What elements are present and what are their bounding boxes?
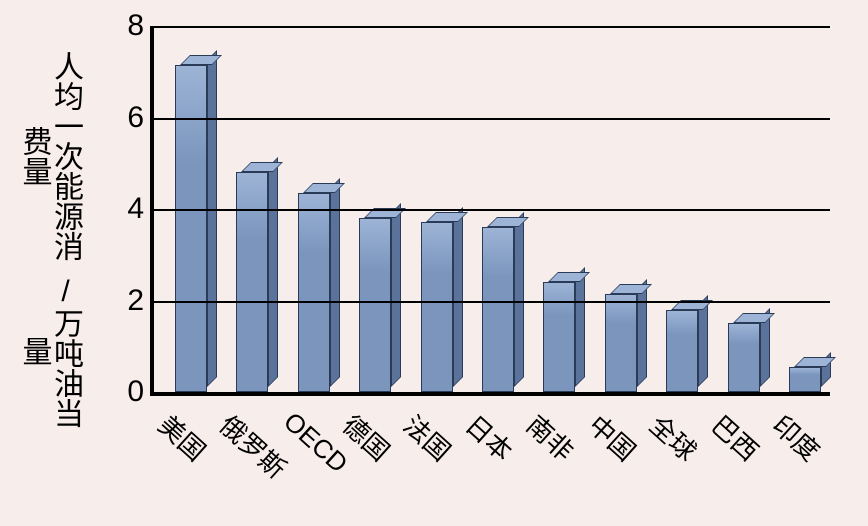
bar-front bbox=[421, 222, 453, 392]
y-tick-label: 0 bbox=[127, 375, 144, 409]
bar bbox=[359, 218, 391, 392]
bar-side bbox=[268, 157, 278, 387]
gridline bbox=[154, 209, 830, 211]
x-tick-label: 南非 bbox=[520, 406, 583, 468]
bar-front bbox=[789, 367, 821, 392]
y-tick-label: 4 bbox=[127, 192, 144, 226]
bar-front bbox=[175, 65, 207, 392]
x-tick-label: 中国 bbox=[581, 406, 644, 468]
bar-side bbox=[575, 267, 585, 387]
bar-front bbox=[298, 193, 330, 392]
bar-front bbox=[236, 172, 268, 392]
x-tick-label: OECD bbox=[278, 406, 355, 479]
bar bbox=[236, 172, 268, 392]
x-tick-label: 法国 bbox=[397, 406, 460, 468]
x-tick-label: 巴西 bbox=[704, 406, 767, 468]
y-axis-label-line2: /万吨油当量 bbox=[18, 272, 81, 430]
x-tick-label: 美国 bbox=[151, 406, 214, 468]
bar bbox=[421, 222, 453, 392]
x-axis-labels: 美国俄罗斯OECD德国法国日本南非中国全球巴西印度 bbox=[150, 400, 830, 520]
bar bbox=[605, 294, 637, 392]
y-tick-label: 8 bbox=[127, 9, 144, 43]
bar-side bbox=[453, 207, 463, 387]
gridline bbox=[154, 26, 830, 28]
plot-area: 02468 bbox=[150, 26, 830, 396]
bar bbox=[175, 65, 207, 392]
bar bbox=[666, 310, 698, 392]
x-tick-label: 印度 bbox=[765, 406, 828, 468]
bar-side bbox=[637, 279, 647, 387]
gridline bbox=[154, 301, 830, 303]
bar bbox=[482, 227, 514, 392]
x-tick-label: 俄罗斯 bbox=[212, 406, 295, 486]
y-axis-label-line1: 人均一次能源消费量 bbox=[18, 40, 81, 272]
x-tick-label: 全球 bbox=[642, 406, 705, 468]
bar bbox=[728, 323, 760, 392]
bar-front bbox=[359, 218, 391, 392]
bar-front bbox=[543, 282, 575, 392]
bar-side bbox=[207, 50, 217, 387]
y-tick-label: 2 bbox=[127, 284, 144, 318]
bar-front bbox=[482, 227, 514, 392]
bar-front bbox=[605, 294, 637, 392]
bar bbox=[298, 193, 330, 392]
energy-chart: 人均一次能源消费量/万吨油当量 02468 美国俄罗斯OECD德国法国日本南非中… bbox=[0, 0, 868, 526]
x-tick-label: 日本 bbox=[458, 406, 521, 468]
bar-front bbox=[728, 323, 760, 392]
gridline bbox=[154, 118, 830, 120]
bar bbox=[543, 282, 575, 392]
y-tick-label: 6 bbox=[127, 101, 144, 135]
bar-front bbox=[666, 310, 698, 392]
bar-side bbox=[391, 203, 401, 387]
bar bbox=[789, 367, 821, 392]
y-axis-label: 人均一次能源消费量/万吨油当量 bbox=[18, 40, 81, 430]
